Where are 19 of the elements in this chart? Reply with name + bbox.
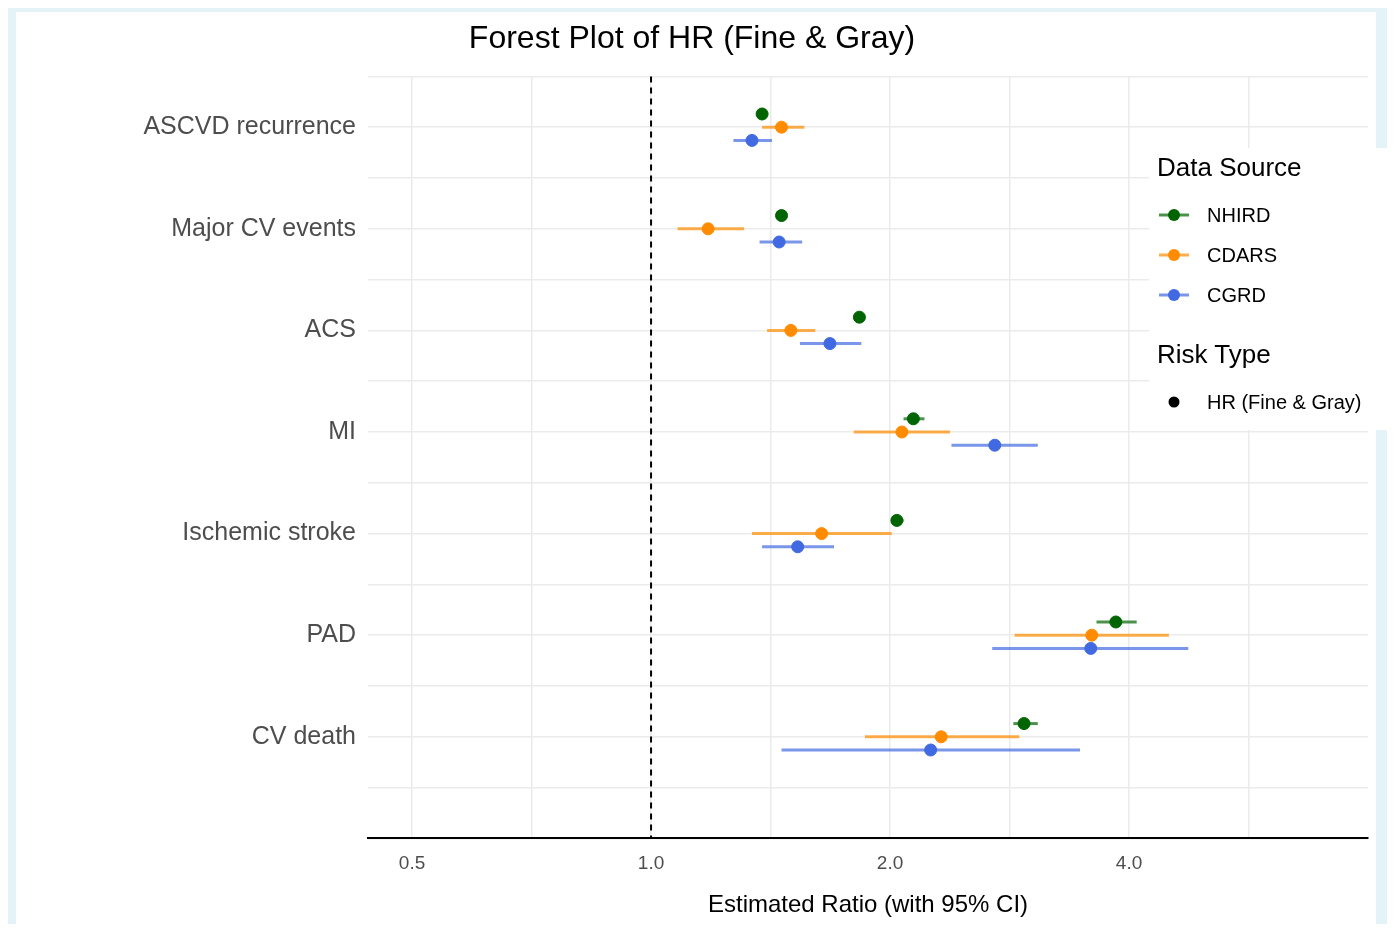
y-tick-label: Ischemic stroke: [182, 517, 356, 546]
y-tick-label: Major CV events: [171, 212, 356, 241]
y-tick-label: MI: [328, 415, 356, 444]
x-tick-label: 1.0: [637, 852, 665, 874]
y-tick-label: ASCVD recurrence: [143, 111, 356, 140]
x-tick-label: 4.0: [1115, 852, 1143, 874]
legend-label: CDARS: [1207, 243, 1278, 267]
x-tick-label: 0.5: [398, 852, 426, 874]
annotation: HR (Fine & Gray): [1207, 390, 1362, 414]
x-axis-title: Estimated Ratio (with 95% CI): [707, 890, 1029, 918]
y-tick-label: ACS: [304, 314, 356, 343]
y-tick-label: PAD: [306, 619, 356, 648]
legend-label: CGRD: [1207, 283, 1266, 307]
legend-title: Data Source: [1157, 152, 1303, 183]
legend-label: NHIRD: [1207, 203, 1271, 227]
y-tick-label: CV death: [251, 720, 356, 749]
annotation: Risk Type: [1157, 339, 1272, 370]
chart-title: Forest Plot of HR (Fine & Gray): [468, 19, 916, 56]
x-tick-label: 2.0: [876, 852, 904, 874]
